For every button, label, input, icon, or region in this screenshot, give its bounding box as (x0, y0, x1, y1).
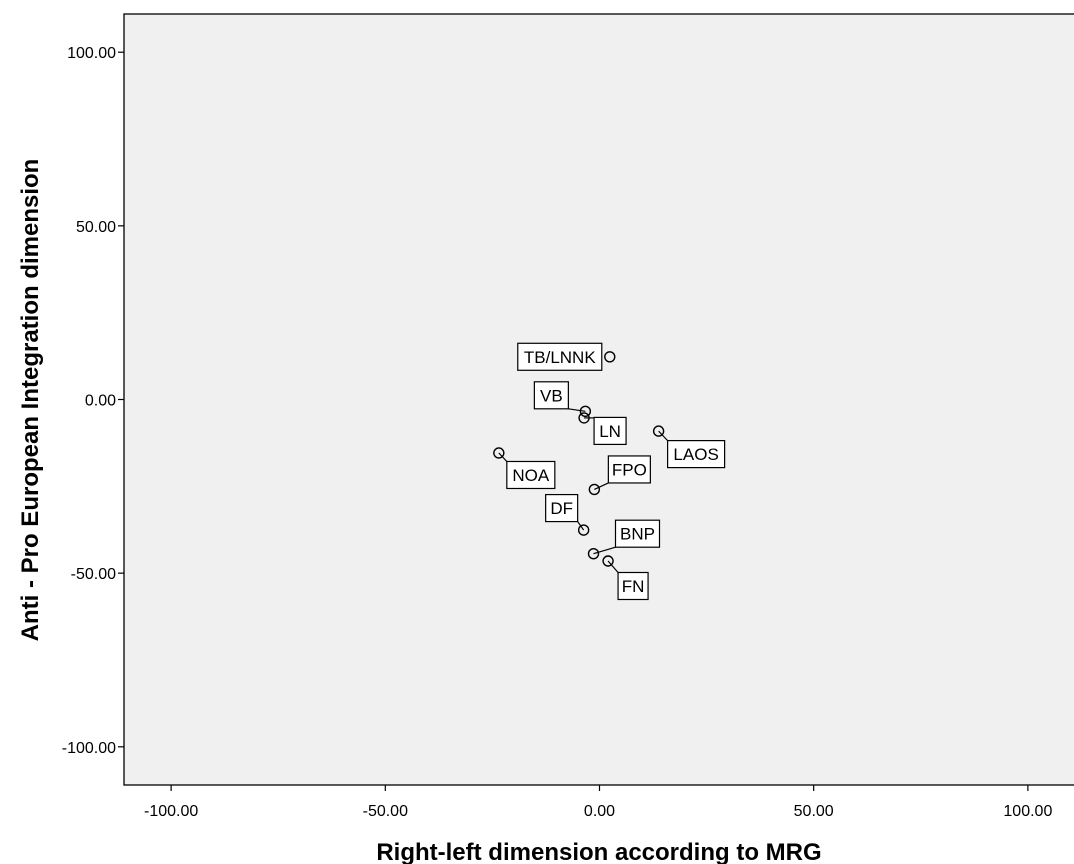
y-tick-label: -100.00 (62, 740, 116, 757)
point-label-box (533, 381, 569, 410)
point-label: FN (622, 577, 645, 596)
point-label-box (617, 571, 649, 601)
point-label: FPO (612, 460, 647, 479)
x-tick-label: -50.00 (363, 803, 408, 820)
x-axis-title: Right-left dimension according to MRG (376, 839, 821, 864)
x-axis: -100.00 -50.00 0.00 50.00 100.00 (144, 785, 1052, 820)
y-axis-title: Anti - Pro European Integration dimensio… (17, 159, 44, 642)
x-tick-label: 100.00 (1003, 803, 1052, 820)
point-label: LN (599, 422, 621, 441)
point-marker (602, 555, 614, 567)
point-marker (577, 524, 590, 536)
point-marker (493, 447, 505, 459)
data-point: VB (533, 381, 592, 418)
point-label-box (517, 342, 603, 371)
point-label-box (607, 455, 651, 484)
point-label-box (545, 493, 579, 523)
point-label-box (593, 416, 627, 446)
point-marker (588, 483, 601, 496)
point-marker (578, 412, 590, 424)
point-label-box (614, 519, 661, 548)
point-label: TB/LNNK (524, 348, 596, 367)
point-label: LAOS (673, 445, 718, 464)
x-tick-label: -100.00 (144, 803, 198, 820)
point-label: NOA (512, 466, 550, 485)
x-tick-label: 0.00 (584, 803, 615, 820)
label-connector (593, 546, 616, 555)
point-label: BNP (620, 525, 655, 544)
y-axis: -100.00 -50.00 0.00 50.00 100.00 (62, 45, 124, 757)
label-connector (607, 560, 619, 573)
x-tick-label: 50.00 (794, 803, 834, 820)
point-label-box (506, 460, 556, 490)
point-marker (604, 351, 616, 363)
y-tick-label: 0.00 (85, 393, 116, 410)
data-points: TB/LNNK VB LN LAOS NOA FPO DF BNP FN (493, 342, 726, 601)
data-point: NOA (493, 447, 556, 490)
data-point: FN (602, 555, 649, 601)
plot-area (123, 13, 1074, 786)
data-point: TB/LNNK (517, 342, 616, 371)
data-point: LAOS (652, 425, 726, 469)
point-marker (587, 548, 600, 560)
label-connector (568, 408, 586, 412)
data-point: BNP (587, 519, 661, 560)
point-label-box (667, 440, 726, 469)
label-connector (658, 430, 669, 442)
data-point: DF (545, 493, 590, 536)
label-connector (498, 452, 508, 462)
point-label: DF (550, 499, 573, 518)
point-marker (579, 405, 592, 418)
point-marker (652, 425, 665, 437)
y-tick-label: -50.00 (71, 566, 116, 583)
label-connector (594, 482, 609, 490)
y-tick-label: 50.00 (76, 219, 116, 236)
data-point: FPO (588, 455, 651, 496)
data-point: LN (578, 412, 627, 446)
point-label: VB (540, 386, 563, 405)
y-tick-label: 100.00 (67, 45, 116, 62)
